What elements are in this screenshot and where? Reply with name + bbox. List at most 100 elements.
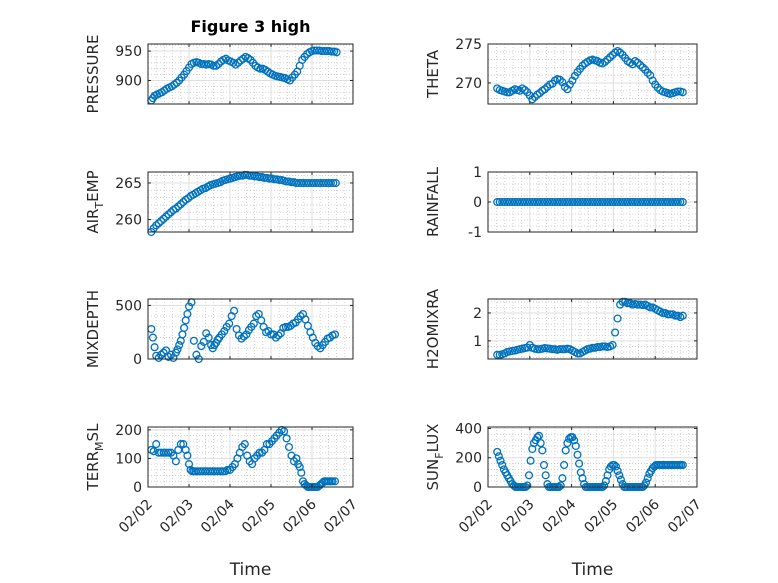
- data-point: [230, 306, 239, 315]
- data-point: [533, 433, 542, 442]
- data-point: [628, 197, 637, 207]
- data-point: [623, 197, 632, 207]
- data-point: [663, 310, 672, 319]
- data-point: [250, 172, 259, 181]
- data-point: [540, 85, 549, 94]
- data-point: [172, 78, 181, 87]
- y-axis-label-subscript: F: [433, 452, 446, 458]
- data-point: [534, 431, 544, 440]
- data-point: [575, 197, 585, 207]
- y-axis-label-main: PRESSURE: [84, 35, 102, 114]
- data-point: [550, 197, 559, 207]
- data-point: [555, 197, 564, 207]
- y-axis-label: H2OMIXRA: [424, 288, 442, 369]
- data-point: [646, 197, 655, 207]
- data-point: [493, 447, 502, 456]
- data-point: [493, 197, 502, 207]
- data-point: [313, 342, 322, 351]
- y-tick-label: 0: [133, 352, 142, 368]
- data-point: [573, 349, 582, 358]
- data-point: [671, 197, 680, 207]
- x-tick-label: 02/05: [239, 497, 279, 537]
- data-point: [213, 335, 222, 344]
- data-point: [524, 471, 534, 480]
- data-point: [255, 173, 264, 182]
- data-point: [558, 78, 567, 87]
- subplot-5: 0 500 MIXDEPTH: [84, 290, 354, 368]
- data-point: [282, 434, 291, 443]
- data-point: [183, 451, 192, 460]
- data-point: [533, 197, 542, 207]
- data-point: [600, 57, 610, 66]
- data-point: [661, 197, 670, 207]
- data-point: [171, 457, 180, 466]
- data-point: [678, 311, 687, 320]
- data-point: [327, 47, 336, 56]
- y-tick-label: 0: [473, 480, 482, 496]
- data-point: [678, 88, 687, 97]
- data-point: [274, 331, 283, 340]
- figure-title: Figure 3 high: [191, 17, 311, 36]
- subplot-4: -1 0 1 RAINFALL: [424, 165, 698, 241]
- y-tick-label: 950: [115, 44, 142, 60]
- data-point: [556, 481, 565, 490]
- x-tick-label: 02/02: [456, 497, 496, 537]
- data-point: [593, 197, 602, 207]
- data-point: [563, 197, 572, 207]
- data-point: [498, 460, 507, 470]
- data-point: [330, 330, 340, 339]
- data-point: [528, 197, 537, 207]
- data-point: [666, 197, 675, 207]
- axes-frame: [487, 43, 698, 105]
- axes-frame: [487, 298, 698, 360]
- data-point: [603, 55, 612, 64]
- data-point: [528, 95, 537, 104]
- data-point: [606, 53, 615, 62]
- data-point: [508, 197, 517, 207]
- data-point: [621, 197, 630, 207]
- data-point: [651, 197, 660, 207]
- data-point: [237, 334, 246, 343]
- subplot-6: 1 2 H2OMIXRA: [424, 288, 698, 369]
- axes-frame: [147, 171, 354, 233]
- data-point: [270, 175, 279, 184]
- data-point: [496, 456, 505, 465]
- data-point: [553, 197, 562, 207]
- data-point: [613, 197, 622, 207]
- subplot-2: 270 275 THETA: [424, 37, 698, 105]
- data-point: [656, 197, 665, 207]
- data-point: [328, 477, 337, 486]
- data-point: [256, 64, 265, 73]
- data-point: [616, 475, 625, 484]
- x-tick-label: 02/03: [498, 497, 538, 537]
- data-point: [633, 300, 642, 309]
- x-tick-label: 02/05: [581, 497, 621, 537]
- data-point: [271, 333, 280, 342]
- data-point: [593, 342, 602, 352]
- data-point: [152, 221, 161, 230]
- data-point: [598, 342, 607, 351]
- x-tick-label: 02/07: [665, 497, 705, 537]
- data-point: [240, 440, 249, 449]
- data-point: [282, 177, 291, 186]
- y-axis-label: THETA: [424, 49, 442, 99]
- data-point: [573, 197, 582, 207]
- data-point: [330, 477, 340, 486]
- x-tick-label: 02/02: [116, 497, 156, 537]
- data-point: [641, 197, 650, 207]
- subplot-8: 0 200 400 SUNFLUX 02/02 02/03 02/04 02/05 02/06 0…: [424, 421, 705, 580]
- data-point: [643, 197, 652, 207]
- x-tick-label: 02/06: [623, 496, 663, 536]
- data-point: [181, 445, 190, 454]
- data-point: [548, 345, 557, 354]
- x-tick-label: 02/04: [198, 496, 238, 536]
- data-point: [176, 200, 185, 209]
- data-point: [157, 350, 166, 359]
- data-point: [673, 197, 682, 207]
- data-point: [239, 332, 248, 341]
- data-point: [618, 297, 627, 306]
- data-point: [608, 197, 617, 207]
- x-tick-label: 02/03: [157, 497, 197, 537]
- data-point: [161, 448, 171, 457]
- axes-frame: [147, 43, 354, 105]
